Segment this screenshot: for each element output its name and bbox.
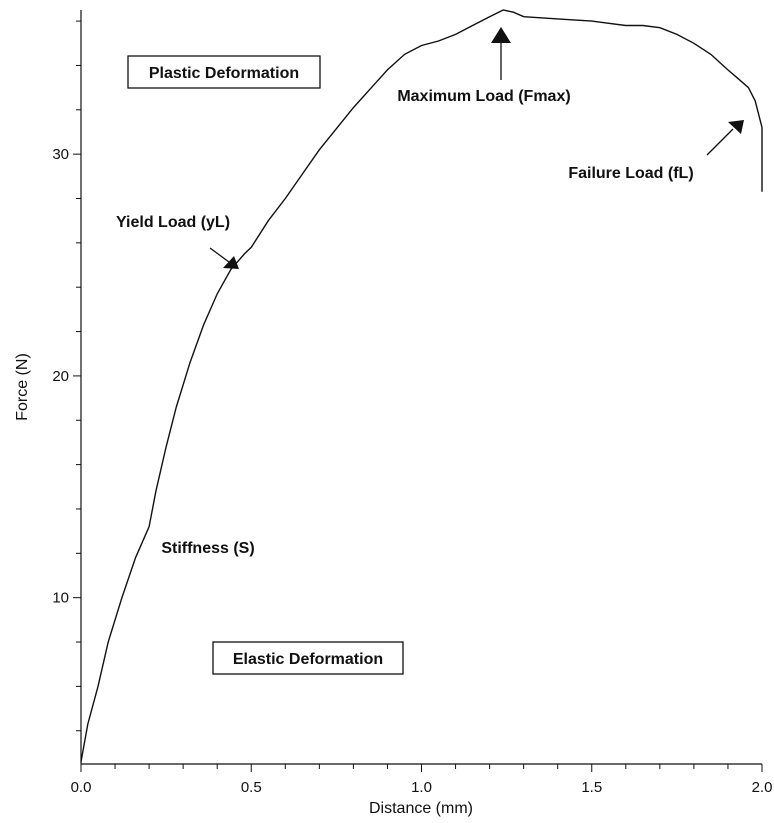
x-tick-label: 0.5 bbox=[241, 779, 262, 796]
x-tick-label: 0.0 bbox=[71, 779, 92, 796]
axis-tick-labels: 0.0 0.5 1.0 1.5 2.0 10 20 30 bbox=[52, 146, 772, 796]
elastic-deformation-label: Elastic Deformation bbox=[233, 651, 383, 668]
series-layer bbox=[80, 9, 763, 762]
plastic-deformation-label: Plastic Deformation bbox=[149, 65, 299, 82]
stiffness-label: Stiffness (S) bbox=[161, 540, 254, 557]
annotation-arrows bbox=[209, 27, 744, 269]
y-tick-label: 10 bbox=[52, 590, 69, 607]
x-axis-title: Distance (mm) bbox=[369, 800, 473, 817]
max-load-arrow bbox=[491, 27, 511, 80]
annotation-labels: Plastic Deformation Maximum Load (Fmax) … bbox=[116, 55, 694, 675]
y-tick-label: 30 bbox=[52, 146, 69, 163]
maximum-load-label: Maximum Load (Fmax) bbox=[397, 88, 570, 105]
x-tick-label: 1.5 bbox=[581, 779, 602, 796]
failure-load-arrow bbox=[706, 120, 744, 156]
y-tick-label: 20 bbox=[52, 368, 69, 385]
yield-load-arrow bbox=[209, 247, 239, 269]
x-tick-label: 2.0 bbox=[752, 779, 773, 796]
x-tick-label: 1.0 bbox=[411, 779, 432, 796]
yield-load-label: Yield Load (yL) bbox=[116, 214, 230, 231]
plastic-deformation-box bbox=[127, 55, 321, 89]
failure-load-label: Failure Load (fL) bbox=[568, 165, 693, 182]
y-axis-title: Force (N) bbox=[14, 353, 31, 421]
axis-ticks bbox=[73, 20, 763, 772]
force-curve-line bbox=[80, 9, 763, 762]
elastic-deformation-box bbox=[212, 641, 404, 675]
